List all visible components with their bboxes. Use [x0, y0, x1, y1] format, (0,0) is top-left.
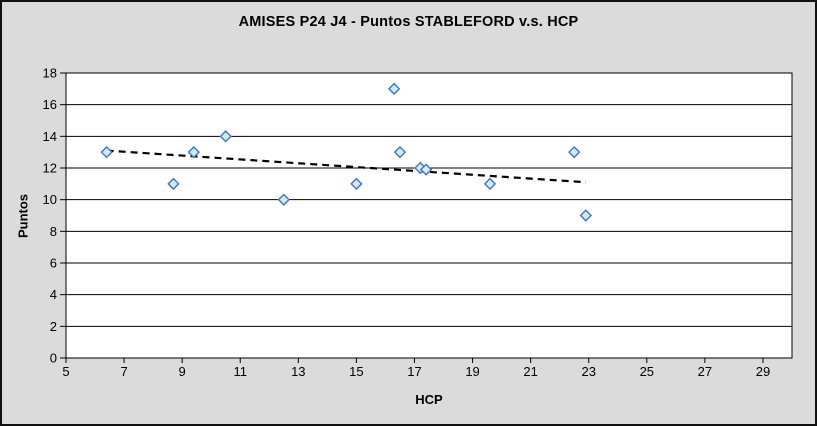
x-tick-label: 21 [523, 364, 537, 379]
data-point [100, 145, 113, 159]
data-point [167, 177, 180, 191]
chart-title: AMISES P24 J4 - Puntos STABLEFORD v.s. H… [238, 14, 579, 30]
x-tick-label: 15 [349, 364, 363, 379]
trendline [106, 149, 586, 184]
data-point [187, 145, 200, 159]
x-tick-label: 19 [465, 364, 479, 379]
x-tick-label: 17 [407, 364, 421, 379]
data-point [568, 145, 581, 159]
plot-background [65, 72, 793, 359]
x-tick-label: 25 [640, 364, 654, 379]
y-tick-label: 16 [43, 97, 57, 112]
x-tick-label: 9 [179, 364, 186, 379]
y-tick-label: 4 [50, 287, 57, 302]
x-tick-label: 7 [120, 364, 127, 379]
y-tick-label: 14 [43, 129, 57, 144]
x-tick-label: 27 [698, 364, 712, 379]
y-tick-label: 0 [50, 351, 57, 366]
x-tick-label: 11 [233, 364, 247, 379]
data-point [393, 145, 407, 159]
data-point [219, 130, 232, 143]
y-tick-label: 18 [43, 66, 57, 81]
y-tick-label: 6 [50, 256, 57, 271]
data-point [419, 163, 433, 176]
data-point [483, 177, 497, 191]
data-point [387, 82, 401, 96]
x-tick-label: 5 [62, 364, 69, 379]
x-tick-label: 23 [581, 364, 595, 379]
y-tick-label: 8 [50, 224, 57, 239]
y-tick-label: 12 [43, 161, 57, 176]
data-point [350, 177, 363, 191]
data-point [579, 209, 593, 222]
y-axis-title: Puntos [15, 193, 31, 239]
y-tick-label: 10 [43, 192, 57, 207]
y-tick-label: 2 [50, 319, 57, 334]
data-point [277, 193, 290, 206]
x-tick-label: 13 [291, 364, 305, 379]
x-tick-label: 29 [756, 364, 770, 379]
x-axis-title: HCP [415, 392, 443, 407]
